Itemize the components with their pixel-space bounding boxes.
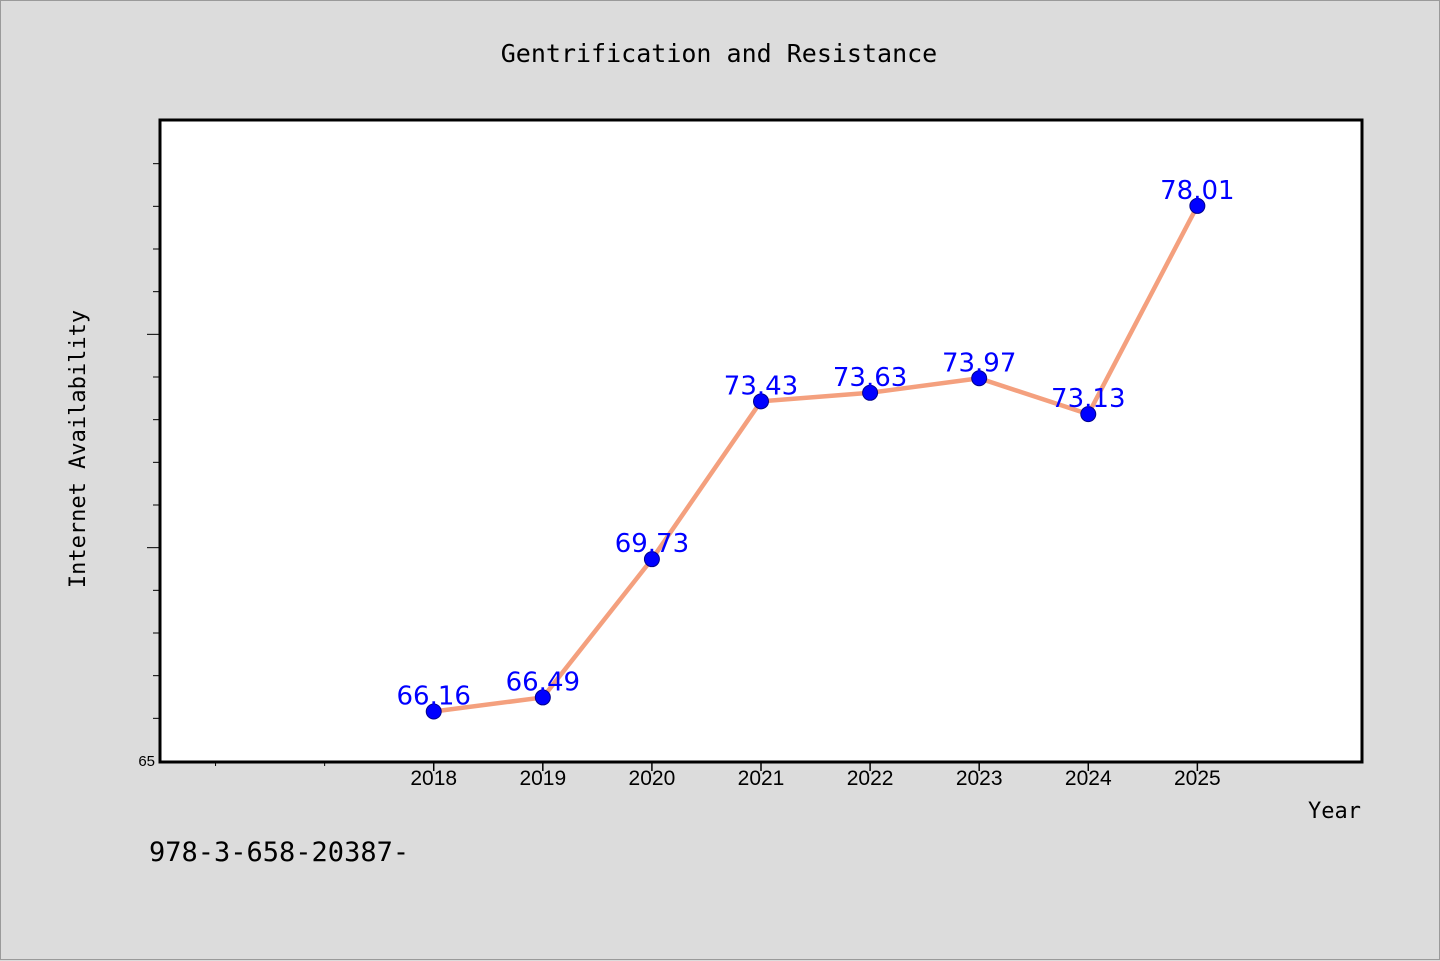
x-tick-label: 2019 xyxy=(519,767,566,790)
data-point xyxy=(971,370,988,387)
series-line xyxy=(431,203,1200,714)
x-tick-label: 2025 xyxy=(1174,767,1221,790)
data-point xyxy=(425,703,442,720)
x-tick-label: 2021 xyxy=(738,767,785,790)
data-label: 73.13 xyxy=(1051,384,1125,414)
data-label: 73.43 xyxy=(724,371,798,401)
data-label: 69.73 xyxy=(615,529,689,559)
series-layer: 66.16 66.49 69.73 73.43 73.63 73.97 73.13 78.01 xyxy=(397,176,1235,720)
y-axis-label: Internet Availability xyxy=(66,310,91,588)
x-tick-label: 2022 xyxy=(847,767,894,790)
data-point xyxy=(534,689,551,706)
data-point xyxy=(643,551,660,568)
x-tick-label: 2020 xyxy=(629,767,676,790)
footnote-text: 978-3-658-20387- xyxy=(149,837,410,868)
x-axis-ticks: 2018 2019 2020 2021 2022 2023 2024 2025 xyxy=(215,761,1221,790)
plot-area xyxy=(158,118,1364,764)
data-label: 66.16 xyxy=(397,682,471,712)
data-point xyxy=(1189,197,1206,214)
x-axis-label: Year xyxy=(1308,799,1361,824)
data-label: 78.01 xyxy=(1160,176,1234,206)
x-tick-label: 2018 xyxy=(410,767,457,790)
data-point xyxy=(1080,406,1097,423)
x-tick-label: 2024 xyxy=(1065,767,1112,790)
data-label: 73.97 xyxy=(942,348,1016,378)
data-point xyxy=(753,393,769,410)
y-axis-ticks: 65 xyxy=(138,163,161,770)
y-tick-label: 65 xyxy=(138,753,155,770)
data-label: 66.49 xyxy=(506,667,580,697)
x-tick-label: 2023 xyxy=(956,767,1003,790)
chart-title: Gentrification and Resistance xyxy=(501,39,938,68)
data-point xyxy=(862,384,879,401)
data-label: 73.63 xyxy=(833,363,907,393)
